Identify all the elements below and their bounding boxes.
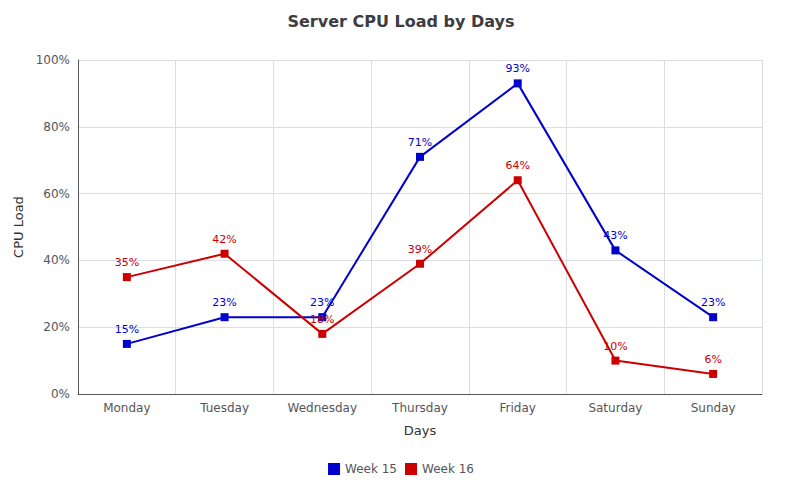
svg-text:23%: 23%: [212, 296, 236, 309]
svg-text:64%: 64%: [505, 159, 529, 172]
svg-text:20%: 20%: [43, 320, 70, 334]
svg-text:Days: Days: [404, 423, 437, 438]
svg-text:Week 15: Week 15: [345, 462, 397, 476]
svg-text:42%: 42%: [212, 233, 236, 246]
svg-text:23%: 23%: [701, 296, 725, 309]
svg-text:Tuesday: Tuesday: [199, 401, 249, 415]
svg-text:Saturday: Saturday: [588, 401, 642, 415]
svg-text:80%: 80%: [43, 120, 70, 134]
svg-text:0%: 0%: [51, 387, 70, 401]
svg-text:Thursday: Thursday: [391, 401, 448, 415]
svg-text:Week 16: Week 16: [422, 462, 474, 476]
svg-text:100%: 100%: [36, 53, 70, 67]
svg-text:10%: 10%: [603, 340, 627, 353]
svg-text:40%: 40%: [43, 253, 70, 267]
svg-text:Server CPU Load by Days: Server CPU Load by Days: [287, 12, 514, 31]
svg-text:35%: 35%: [115, 256, 139, 269]
svg-text:Monday: Monday: [103, 401, 150, 415]
svg-text:60%: 60%: [43, 187, 70, 201]
svg-text:18%: 18%: [310, 313, 334, 326]
svg-text:39%: 39%: [408, 243, 432, 256]
svg-text:43%: 43%: [603, 229, 627, 242]
svg-text:Friday: Friday: [500, 401, 536, 415]
svg-text:15%: 15%: [115, 323, 139, 336]
svg-text:Sunday: Sunday: [691, 401, 736, 415]
svg-text:CPU Load: CPU Load: [11, 196, 26, 258]
svg-text:93%: 93%: [505, 62, 529, 75]
svg-text:71%: 71%: [408, 136, 432, 149]
svg-text:Wednesday: Wednesday: [288, 401, 357, 415]
svg-text:23%: 23%: [310, 296, 334, 309]
svg-text:6%: 6%: [704, 353, 721, 366]
